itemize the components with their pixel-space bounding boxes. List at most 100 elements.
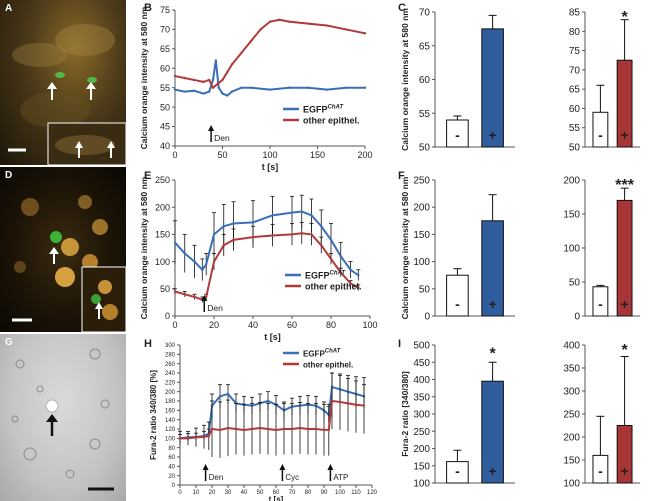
legend-superscript: ChAT: [325, 349, 342, 355]
data-point: [216, 82, 219, 86]
y-tick-label: 80: [569, 27, 581, 38]
data-point: [357, 274, 360, 277]
data-point: [325, 24, 329, 27]
y-tick-label: 200: [563, 176, 580, 187]
data-point: [202, 435, 206, 439]
data-point: [249, 86, 253, 89]
series-line-H-0: [179, 385, 365, 440]
data-point: [240, 86, 243, 89]
data-point: [306, 403, 310, 406]
legend-name: other epithel.: [303, 361, 353, 370]
y-tick-label: 60: [168, 455, 175, 461]
bar: [446, 119, 469, 148]
y-tick-label: 300: [165, 343, 176, 349]
bar: [592, 454, 609, 484]
data-point: [344, 28, 348, 31]
data-point: [221, 92, 224, 95]
data-point: [362, 404, 366, 407]
y-tick-label: 300: [563, 387, 580, 398]
y-tick-label: 100: [165, 436, 176, 442]
y-tick-label: 50: [419, 284, 431, 295]
data-point: [232, 222, 235, 225]
y-axis-title: Fura-2 ratio 340/380 [%]: [149, 370, 158, 460]
data-point: [320, 225, 323, 228]
data-point: [230, 63, 234, 66]
panel-label-c: C: [398, 2, 406, 14]
data-point: [330, 399, 334, 403]
x-tick-label: 0: [172, 150, 177, 160]
data-point: [306, 427, 310, 431]
egfp-cell-marker: [87, 77, 97, 83]
data-point: [325, 88, 329, 91]
legend-label: EGFPChAT: [303, 349, 342, 359]
legend-label: other epithel.: [303, 361, 353, 370]
y-tick-label: 40: [160, 141, 170, 151]
legend-name: other epithel.: [305, 282, 362, 292]
bar: [481, 28, 504, 148]
arrow-icon: [49, 247, 59, 264]
x-tick-label: 100: [362, 320, 377, 330]
data-point: [339, 271, 342, 274]
legend-superscript: ChAT: [328, 105, 345, 111]
x-tick-label: 0: [172, 320, 177, 330]
x-tick-label: 0: [178, 490, 182, 496]
data-point: [329, 257, 333, 261]
panel-label-e: E: [144, 170, 152, 182]
stimulus-label: Den: [207, 303, 223, 313]
y-tick-label: 65: [160, 44, 170, 54]
y-tick-label: 220: [165, 380, 176, 386]
arrow-icon: [107, 141, 115, 158]
y-tick-label: 0: [172, 483, 176, 489]
bar-condition-label: +: [621, 463, 629, 479]
data-point: [212, 260, 216, 263]
y-tick-label: 0: [574, 312, 580, 323]
y-tick-label: 200: [563, 433, 580, 444]
bar: [446, 274, 469, 317]
data-point: [201, 268, 204, 271]
data-point: [268, 88, 272, 91]
bar: [592, 286, 609, 317]
panel-label-h: H: [144, 338, 152, 350]
data-point: [354, 392, 358, 396]
data-point: [178, 437, 182, 440]
x-tick-label: 60: [287, 320, 297, 330]
y-tick-label: 250: [563, 410, 580, 421]
y-tick-label: 55: [569, 123, 581, 134]
stimulus-label: ATP: [333, 473, 348, 482]
y-tick-label: 50: [569, 143, 581, 154]
data-point: [290, 211, 294, 214]
data-point: [258, 402, 262, 405]
data-point: [183, 293, 186, 296]
panel-label-i: I: [398, 338, 402, 350]
data-point: [183, 90, 186, 93]
bar: [481, 380, 504, 484]
data-point: [282, 427, 286, 431]
data-point: [173, 241, 177, 244]
y-tick-label: 20: [168, 474, 175, 480]
y-tick-label: 55: [160, 83, 170, 93]
data-point: [193, 260, 196, 263]
y-tick-label: 100: [155, 257, 170, 267]
data-point: [306, 22, 310, 25]
y-tick-label: 140: [165, 418, 176, 424]
y-tick-label: 400: [413, 375, 430, 386]
y-tick-label: 100: [413, 479, 430, 490]
data-point: [300, 232, 303, 235]
data-point: [183, 76, 186, 80]
x-tick-label: 20: [209, 320, 219, 330]
stimulus-label: Den: [209, 473, 224, 482]
x-tick-label: 110: [351, 490, 361, 496]
data-point: [202, 92, 205, 95]
data-point: [344, 86, 348, 89]
bar-condition-label: +: [489, 463, 497, 479]
data-point: [234, 402, 238, 405]
x-tick-label: 90: [321, 490, 328, 496]
data-point: [362, 395, 366, 398]
y-tick-label: 250: [155, 175, 170, 185]
data-point: [290, 405, 294, 408]
data-point: [327, 413, 330, 417]
y-tick-label: 80: [168, 446, 175, 452]
data-point: [306, 86, 310, 89]
data-point: [226, 94, 229, 97]
series-line-B-1: [174, 18, 366, 90]
